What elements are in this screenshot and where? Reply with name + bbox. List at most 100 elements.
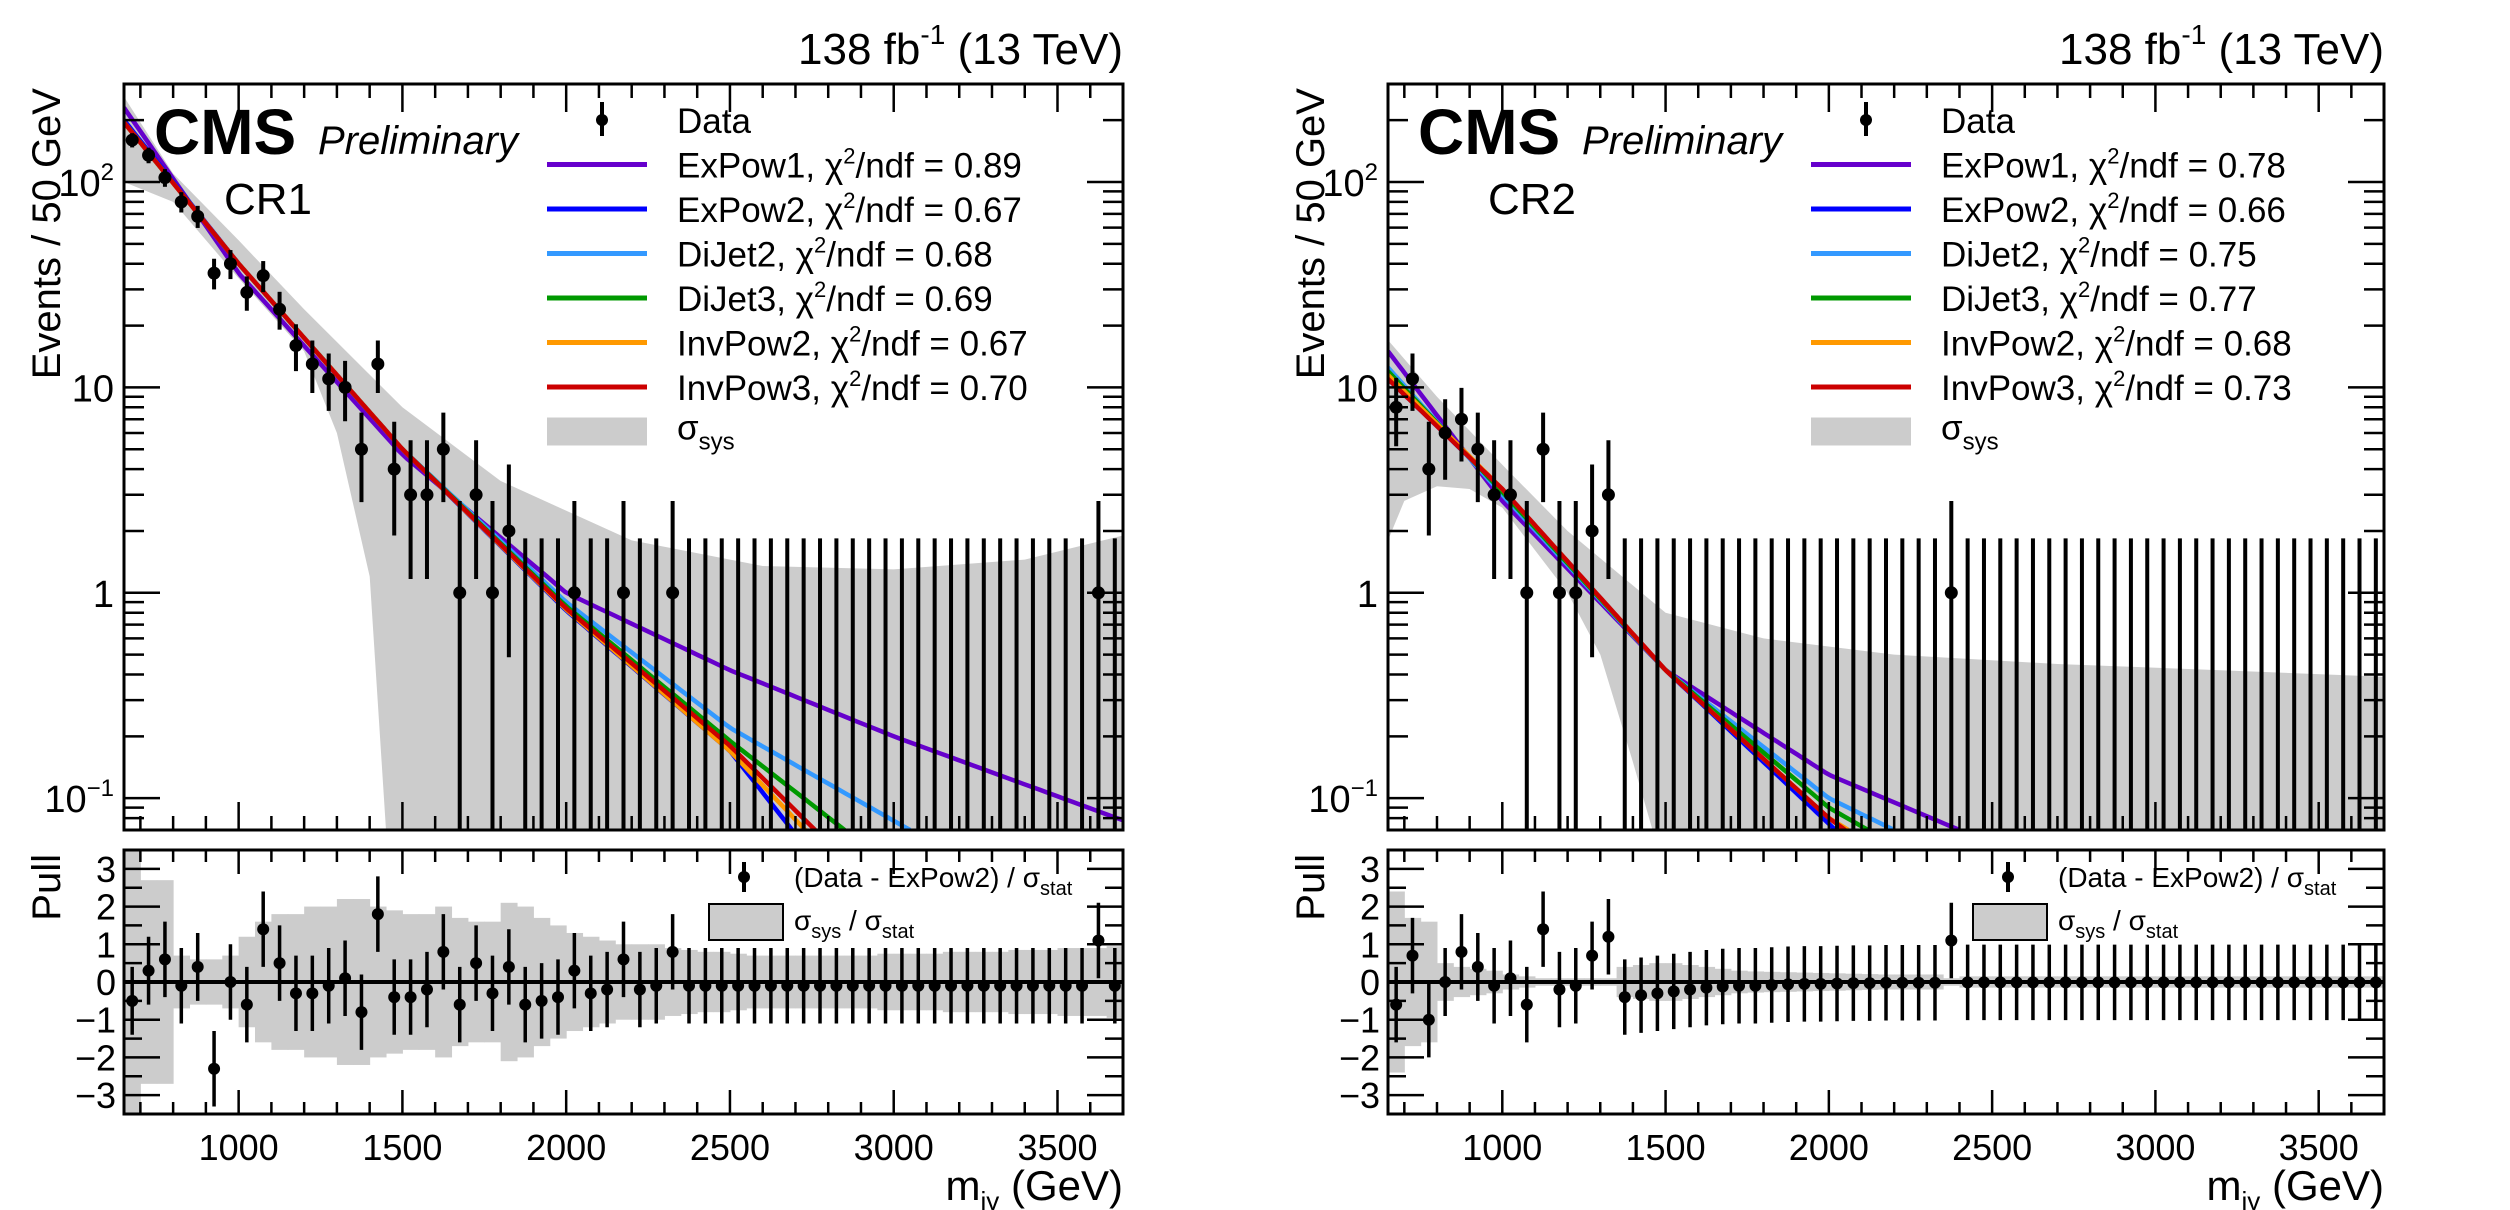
y-tick-label: 10 bbox=[1336, 368, 1378, 410]
pull-y-tick-label: 3 bbox=[1360, 849, 1380, 890]
fit-name: ExPow2 bbox=[1941, 191, 2069, 230]
x-tick-label: 2500 bbox=[690, 1127, 770, 1168]
data-point bbox=[223, 257, 237, 271]
y-tick-exponent: 2 bbox=[1365, 159, 1378, 186]
fit-name: ExPow2 bbox=[677, 191, 805, 230]
x-axis-sub: jγ bbox=[2241, 1186, 2261, 1210]
pull-legend-sub: stat bbox=[2304, 878, 2337, 900]
cms-label: CMS bbox=[154, 96, 296, 168]
lumi-exponent: -1 bbox=[920, 19, 945, 50]
data-point bbox=[404, 488, 418, 502]
data-point bbox=[1552, 586, 1566, 600]
pull-point bbox=[289, 987, 302, 1000]
pull-point bbox=[2304, 976, 2317, 989]
y-tick-base: 10 bbox=[1336, 368, 1378, 410]
pull-point bbox=[1716, 980, 1729, 993]
lumi-value: 138 fb bbox=[798, 25, 920, 74]
pull-point bbox=[2141, 976, 2154, 989]
sigma-subscript: sys bbox=[1963, 429, 1999, 456]
sigma-stat-sub: stat bbox=[2146, 921, 2179, 943]
y-tick-label: 10−1 bbox=[44, 775, 114, 821]
pull-point bbox=[1912, 976, 1925, 989]
ndf-label: /ndf = bbox=[861, 325, 959, 364]
legend-entry-expow2: ExPow2, χ2/ndf = 0.67 bbox=[677, 188, 1022, 230]
pull-legend-band-swatch bbox=[708, 903, 784, 941]
pull-point bbox=[961, 979, 974, 992]
data-point bbox=[617, 586, 630, 600]
legend-entry-expow1: ExPow1, χ2/ndf = 0.78 bbox=[1941, 144, 2286, 186]
pull-legend-points: (Data - ExPow2) / σstat bbox=[2058, 862, 2337, 900]
legend-entry-dijet3: DiJet3, χ2/ndf = 0.69 bbox=[677, 277, 993, 319]
pull-y-tick-label: −2 bbox=[75, 1037, 116, 1078]
y-tick-base: 1 bbox=[93, 574, 114, 616]
pull-legend-text: (Data - ExPow2) / σ bbox=[2058, 862, 2304, 893]
ndf-label: /ndf = bbox=[2125, 325, 2223, 364]
legend-entry-invpow3: InvPow3, χ2/ndf = 0.70 bbox=[677, 366, 1028, 408]
legend-entry-invpow2: InvPow2, χ2/ndf = 0.68 bbox=[1941, 322, 2292, 364]
pull-point bbox=[1961, 976, 1974, 989]
pull-point bbox=[617, 953, 630, 966]
pull-point bbox=[224, 976, 237, 988]
pull-point bbox=[633, 983, 646, 996]
legend-sys-label: σsys bbox=[677, 409, 735, 456]
pull-point bbox=[2124, 976, 2137, 989]
chi-symbol: , χ bbox=[2040, 236, 2078, 275]
data-point bbox=[1487, 488, 1501, 502]
x-tick-label: 1000 bbox=[199, 1127, 279, 1168]
sys-band bbox=[124, 96, 1123, 830]
lumi-energy: (13 TeV) bbox=[2206, 25, 2384, 74]
chi-exponent: 2 bbox=[2078, 233, 2090, 258]
x-axis-var: m bbox=[946, 1162, 981, 1209]
pull-point bbox=[977, 979, 990, 992]
cms-label: CMS bbox=[1418, 96, 1560, 168]
y-axis-label: Events / 50 GeV bbox=[25, 88, 69, 380]
data-point bbox=[387, 462, 401, 476]
pull-point bbox=[568, 964, 581, 977]
pull-point bbox=[2092, 976, 2105, 989]
data-point bbox=[174, 195, 188, 209]
pull-point bbox=[928, 979, 941, 992]
y-tick-label: 1 bbox=[93, 574, 114, 616]
pull-point bbox=[945, 979, 958, 992]
pull-point bbox=[2108, 976, 2121, 989]
pull-point bbox=[994, 979, 1007, 992]
pull-point bbox=[502, 960, 515, 973]
pull-point bbox=[2075, 976, 2088, 989]
legend-entry-expow1: ExPow1, χ2/ndf = 0.89 bbox=[677, 144, 1022, 186]
pull-point bbox=[732, 979, 745, 992]
fit-name: DiJet3 bbox=[1941, 280, 2040, 319]
pull-y-tick-label: 1 bbox=[1360, 924, 1380, 965]
y-axis-label: Events / 50 GeV bbox=[1289, 88, 1333, 380]
pull-point bbox=[1010, 979, 1023, 992]
x-tick-value: 3000 bbox=[2115, 1127, 2195, 1168]
data-point bbox=[322, 372, 336, 386]
sys-band bbox=[1388, 340, 2384, 830]
pull-point bbox=[1471, 960, 1484, 973]
data-point bbox=[1569, 586, 1583, 600]
pull-point bbox=[1043, 979, 1056, 992]
pull-point bbox=[699, 979, 712, 992]
pull-point bbox=[2190, 976, 2203, 989]
legend-data-label: Data bbox=[1941, 102, 2015, 141]
pull-point bbox=[2239, 976, 2252, 989]
chi-exponent: 2 bbox=[814, 233, 826, 258]
x-axis-unit: (GeV) bbox=[999, 1162, 1123, 1209]
pull-point bbox=[420, 983, 433, 996]
ndf-label: /ndf = bbox=[2090, 236, 2188, 275]
chi2ndf-value: 0.69 bbox=[925, 280, 993, 319]
data-point bbox=[666, 586, 680, 600]
pull-point bbox=[1945, 934, 1958, 947]
chi2ndf-value: 0.89 bbox=[954, 147, 1022, 186]
chi-exponent: 2 bbox=[2113, 366, 2125, 391]
pull-point bbox=[1700, 981, 1713, 994]
pull-point bbox=[846, 979, 859, 992]
pull-point bbox=[1847, 977, 1860, 990]
data-point bbox=[420, 488, 434, 502]
chi2ndf-value: 0.68 bbox=[2224, 325, 2292, 364]
pull-legend-text: (Data - ExPow2) / σ bbox=[794, 862, 1040, 893]
pull-point bbox=[650, 979, 663, 992]
x-tick-label: 3000 bbox=[854, 1127, 934, 1168]
pull-point bbox=[1422, 1013, 1435, 1026]
pull-point bbox=[535, 994, 548, 1007]
